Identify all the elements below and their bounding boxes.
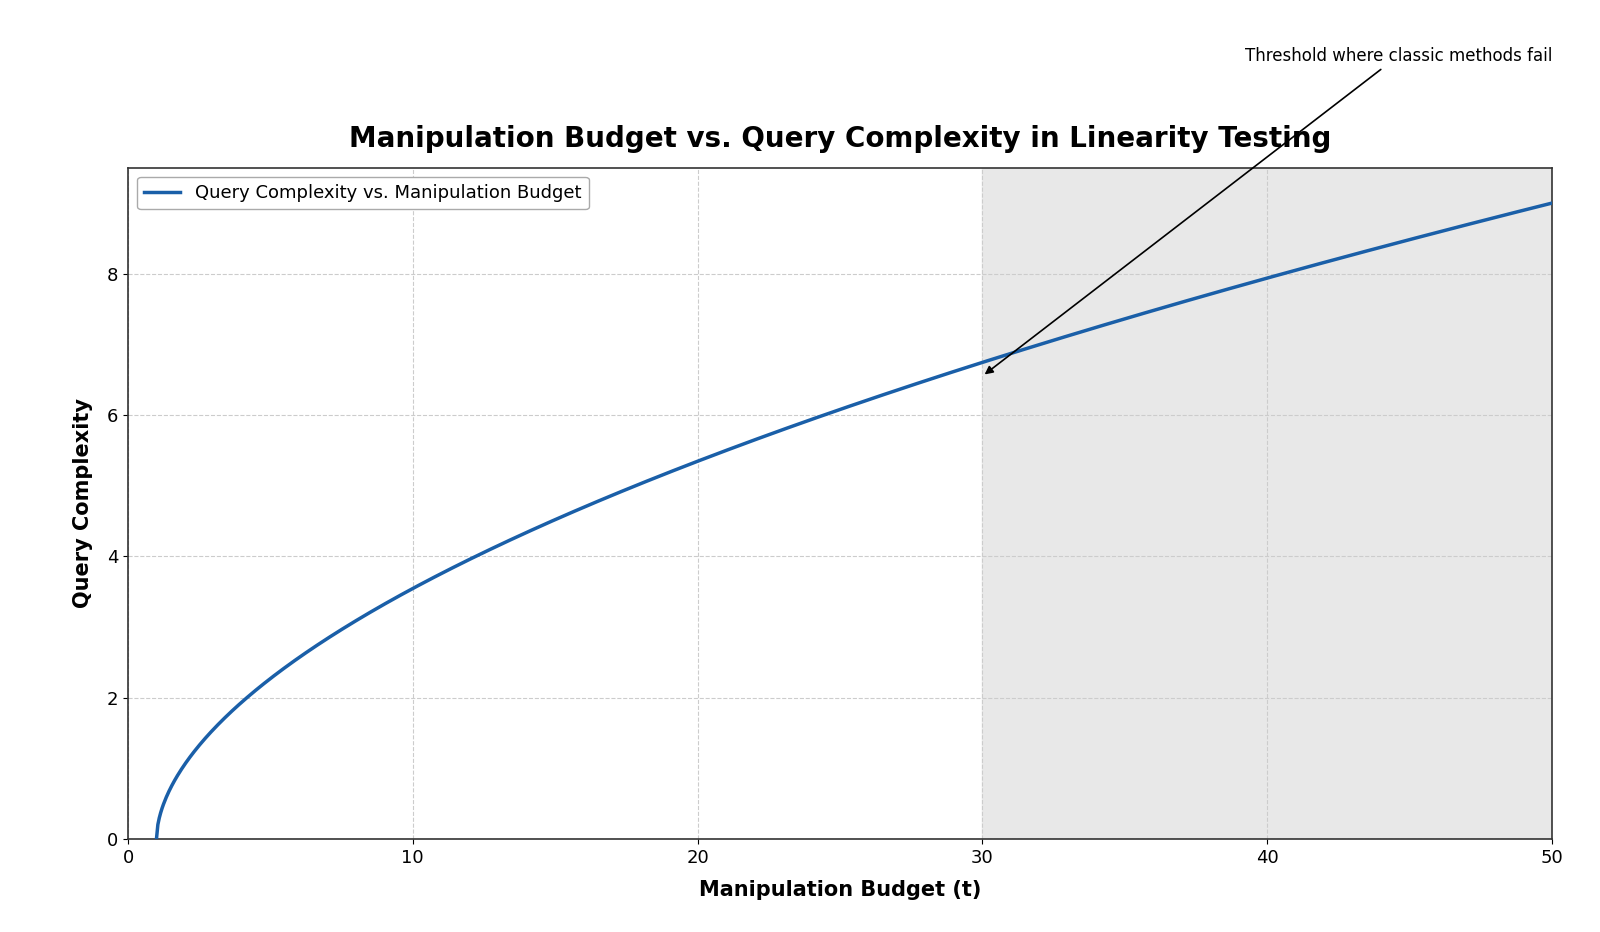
Legend: Query Complexity vs. Manipulation Budget: Query Complexity vs. Manipulation Budget [138, 177, 589, 209]
Text: Threshold where classic methods fail: Threshold where classic methods fail [986, 47, 1552, 374]
Query Complexity vs. Manipulation Budget [290, 652, 309, 664]
X-axis label: Manipulation Budget (t): Manipulation Budget (t) [699, 881, 981, 900]
Query Complexity vs. Manipulation Budget [1106, 316, 1125, 327]
Y-axis label: Query Complexity: Query Complexity [74, 398, 93, 609]
Bar [982, 168, 1552, 839]
Line: Query Complexity vs. Manipulation Budget: Query Complexity vs. Manipulation Budget [157, 203, 1552, 839]
Query Complexity vs. Manipulation Budget [1235, 279, 1254, 290]
Query Complexity vs. Manipulation Budget [712, 446, 731, 458]
Query Complexity vs. Manipulation Budget [147, 833, 166, 844]
Query Complexity vs. Manipulation Budget [1261, 272, 1280, 283]
Query Complexity vs. Manipulation Budget [1542, 198, 1562, 209]
Query Complexity vs. Manipulation Budget [762, 429, 781, 440]
Title: Manipulation Budget vs. Query Complexity in Linearity Testing: Manipulation Budget vs. Query Complexity… [349, 125, 1331, 153]
